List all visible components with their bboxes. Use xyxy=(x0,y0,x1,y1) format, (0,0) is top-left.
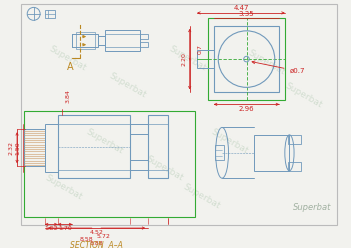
Text: 3.35: 3.35 xyxy=(239,11,254,17)
Bar xyxy=(25,129,45,166)
Bar xyxy=(25,111,195,217)
Text: Superbat: Superbat xyxy=(246,49,286,77)
Bar xyxy=(287,135,300,144)
Text: Superbat: Superbat xyxy=(181,182,222,211)
Text: Superbat: Superbat xyxy=(293,203,331,212)
Bar xyxy=(98,36,105,45)
Text: 8.88: 8.88 xyxy=(90,241,103,246)
Text: A: A xyxy=(67,62,74,72)
Bar xyxy=(214,26,279,92)
Text: 4.47: 4.47 xyxy=(233,5,249,11)
Text: 1.62: 1.62 xyxy=(44,226,58,231)
Bar xyxy=(45,124,58,172)
Bar xyxy=(72,34,98,47)
Text: ø0.7: ø0.7 xyxy=(252,61,305,74)
Text: 3.84: 3.84 xyxy=(65,90,70,103)
Bar xyxy=(130,160,148,170)
Text: 1.50: 1.50 xyxy=(16,141,21,155)
Text: 2.96: 2.96 xyxy=(239,106,254,112)
Text: 4.52: 4.52 xyxy=(90,230,104,235)
Text: Superbat: Superbat xyxy=(85,127,125,155)
Text: SECTION  A–A: SECTION A–A xyxy=(70,241,123,248)
Bar xyxy=(254,135,290,171)
Text: Superbat: Superbat xyxy=(209,127,250,155)
Text: Superbat: Superbat xyxy=(48,44,88,72)
Bar xyxy=(197,50,214,68)
Text: 2.32: 2.32 xyxy=(8,141,13,155)
Text: 2.20: 2.20 xyxy=(182,52,187,66)
Bar xyxy=(215,145,224,160)
Bar xyxy=(130,124,148,134)
Bar xyxy=(140,34,148,39)
Text: Superbat: Superbat xyxy=(108,72,148,100)
Bar xyxy=(148,115,168,178)
Text: Superbat: Superbat xyxy=(168,44,208,72)
Bar xyxy=(76,32,95,49)
Text: Superbat: Superbat xyxy=(145,155,185,183)
Text: 5.72: 5.72 xyxy=(97,234,111,239)
Text: 1.70: 1.70 xyxy=(58,226,72,231)
Text: 0.7: 0.7 xyxy=(197,44,203,54)
Text: Superbat: Superbat xyxy=(43,173,84,202)
Bar xyxy=(105,31,140,51)
Text: 8.58: 8.58 xyxy=(79,237,93,242)
Bar xyxy=(287,162,300,171)
Bar xyxy=(58,115,130,178)
Bar xyxy=(140,42,148,47)
Text: Superbat: Superbat xyxy=(283,81,324,109)
Bar xyxy=(208,18,285,100)
Bar xyxy=(45,10,55,18)
